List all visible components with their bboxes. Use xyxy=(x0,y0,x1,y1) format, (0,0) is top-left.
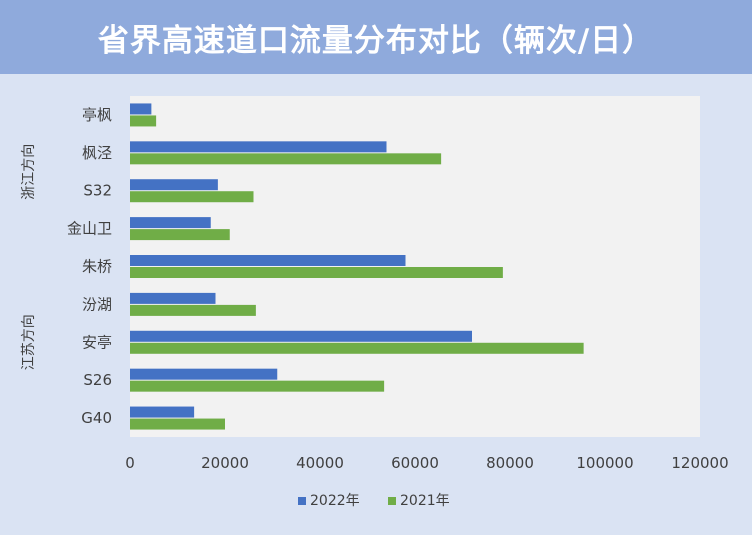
bar-2021-2 xyxy=(130,191,254,203)
bar-2021-5 xyxy=(130,304,256,316)
legend-label-0: 2022年 xyxy=(310,493,360,509)
bar-2022-4 xyxy=(130,255,406,266)
plot-area xyxy=(130,96,700,437)
category-label-8: G40 xyxy=(81,409,112,427)
group-label-0: 浙江方向 xyxy=(21,144,37,200)
bar-2022-0 xyxy=(130,103,152,115)
bar-2022-2 xyxy=(130,179,218,191)
bar-2022-3 xyxy=(130,217,211,229)
bar-2022-8 xyxy=(130,406,195,418)
x-tick-label-4: 80000 xyxy=(486,454,534,472)
category-label-0: 亭枫 xyxy=(82,106,112,124)
legend-label-1: 2021年 xyxy=(400,493,450,509)
category-label-7: S26 xyxy=(83,371,112,389)
x-tick-label-6: 120000 xyxy=(671,454,728,472)
bar-2022-5 xyxy=(130,292,216,304)
category-label-6: 安亭 xyxy=(82,333,112,351)
bar-2022-1 xyxy=(130,141,387,153)
x-tick-label-1: 20000 xyxy=(201,454,249,472)
category-label-5: 汾湖 xyxy=(82,295,112,313)
title-bar: 省界高速道口流量分布对比（辆次/日） xyxy=(0,0,752,74)
legend-swatch-1 xyxy=(388,497,396,505)
bar-2022-6 xyxy=(130,330,472,342)
bar-2021-1 xyxy=(130,153,442,165)
group-label-1: 江苏方向 xyxy=(21,314,37,370)
x-tick-label-3: 60000 xyxy=(391,454,439,472)
bar-2021-3 xyxy=(130,229,230,241)
category-label-4: 朱桥 xyxy=(82,258,112,276)
legend-swatch-0 xyxy=(298,497,306,505)
bar-2021-6 xyxy=(130,342,584,354)
bar-2022-7 xyxy=(130,368,278,380)
x-tick-label-0: 0 xyxy=(125,454,135,472)
bar-2021-7 xyxy=(130,380,385,392)
bar-2021-0 xyxy=(130,115,157,127)
bar-2021-8 xyxy=(130,418,225,430)
x-tick-label-2: 40000 xyxy=(296,454,344,472)
category-label-2: S32 xyxy=(83,182,112,200)
x-tick-label-5: 100000 xyxy=(576,454,633,472)
chart-title: 省界高速道口流量分布对比（辆次/日） xyxy=(97,22,655,59)
bar-2021-4 xyxy=(130,267,503,278)
category-label-3: 金山卫 xyxy=(67,220,112,238)
category-label-1: 枫泾 xyxy=(82,144,112,162)
